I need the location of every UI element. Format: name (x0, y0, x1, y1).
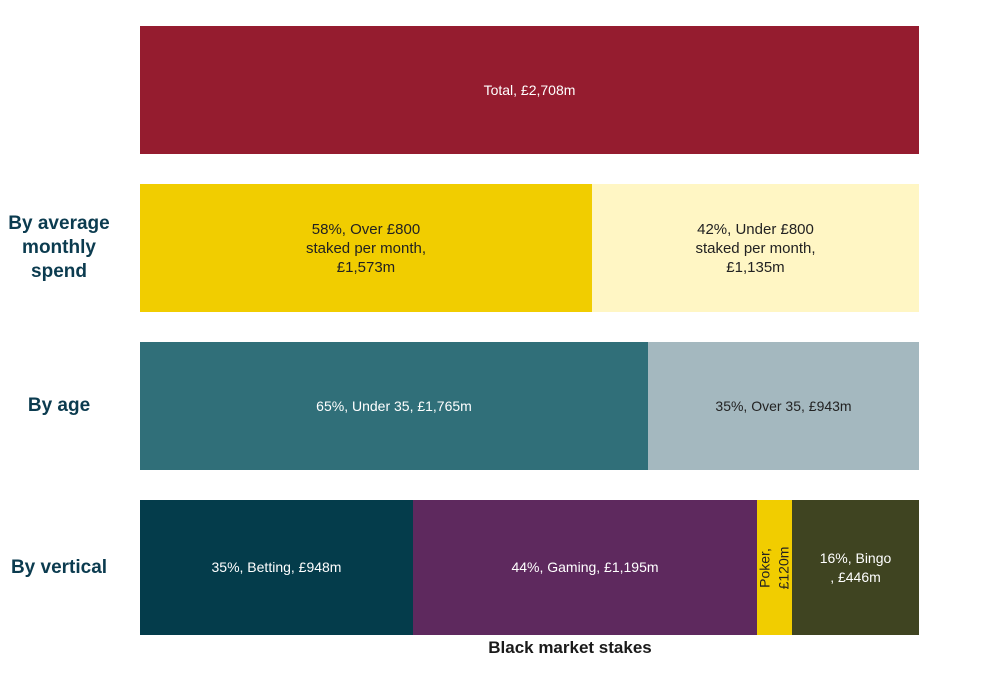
data-label: 44%, Gaming, £1,195m (511, 559, 659, 575)
row-label: By age (27, 395, 91, 416)
stacked-bar: Total, £2,708m (140, 26, 919, 154)
bar-segment: 16%, Bingo , £446m (792, 500, 919, 635)
bar-segment: Poker, £120m (757, 500, 792, 635)
data-label: 35%, Over 35, £943m (715, 397, 852, 414)
data-label: Total, £2,708m (483, 81, 576, 98)
stacked-bar: 65%, Under 35, £1,765m 35%, Over 35, £943… (140, 342, 919, 470)
stacked-bar: 35%, Betting, £948m 44%, Gaming, £1,195m P… (140, 500, 919, 635)
bar-segment: 65%, Under 35, £1,765m (140, 342, 648, 470)
stacked-bar: 58%, Over £800 staked per month, £1,573m… (140, 184, 919, 312)
data-label: 42%, Under £800 staked per month, £1,135… (695, 220, 816, 276)
row-label: By average monthly spend (8, 213, 110, 282)
data-label: Poker, £120m (756, 546, 792, 589)
bar-segment: 44%, Gaming, £1,195m (413, 500, 757, 635)
bar-segment: 35%, Over 35, £943m (648, 342, 919, 470)
bar-segment: 35%, Betting, £948m (140, 500, 413, 635)
data-label: 35%, Betting, £948m (211, 559, 342, 575)
bar-segment: 58%, Over £800 staked per month, £1,573m (140, 184, 592, 312)
bar-segment: 42%, Under £800 staked per month, £1,135… (592, 184, 919, 312)
x-axis-label: Black market stakes (488, 638, 652, 657)
data-label: 58%, Over £800 staked per month, £1,573m (305, 220, 427, 276)
data-label: 16%, Bingo , £446m (819, 549, 892, 585)
row-label: By vertical (10, 556, 108, 578)
bar-segment: Total, £2,708m (140, 26, 919, 154)
data-label: 65%, Under 35, £1,765m (316, 397, 472, 414)
